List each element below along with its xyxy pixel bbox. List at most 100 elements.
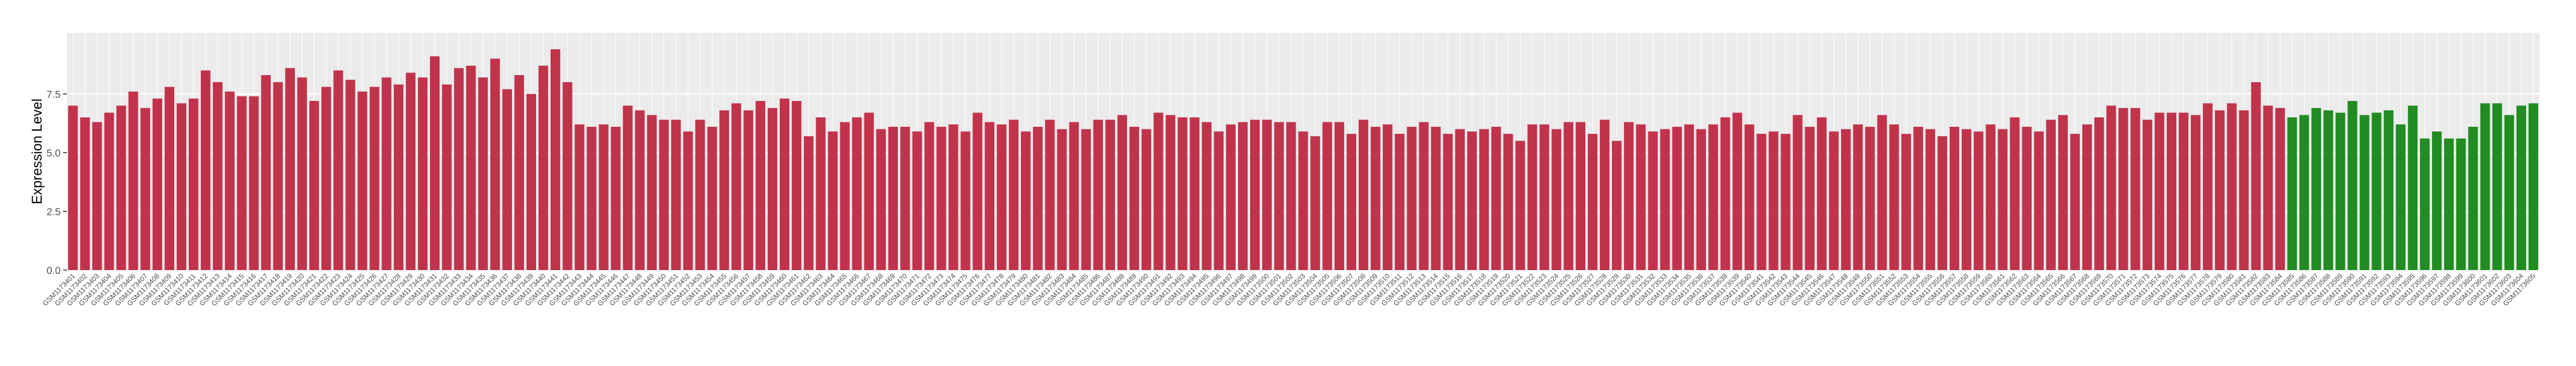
bar: [804, 136, 814, 270]
bar: [1925, 129, 1935, 270]
bar: [1624, 122, 1634, 270]
bar: [381, 77, 391, 271]
bar: [526, 93, 537, 270]
bar: [1949, 126, 1960, 270]
bar: [417, 77, 428, 271]
bar: [779, 98, 790, 271]
bar: [1768, 131, 1779, 270]
bar: [683, 131, 693, 270]
bar: [1370, 126, 1381, 270]
bar: [538, 66, 549, 271]
bar: [2094, 117, 2104, 270]
bar: [333, 70, 343, 270]
bar: [2166, 112, 2177, 270]
bar: [996, 124, 1007, 270]
bar: [948, 124, 958, 270]
bar: [188, 98, 199, 271]
bar: [852, 117, 862, 270]
bar: [116, 105, 126, 270]
bar: [2046, 119, 2056, 270]
bar: [2323, 110, 2334, 270]
bar: [2383, 110, 2394, 270]
bar: [1672, 126, 1682, 270]
bar: [1648, 131, 1658, 270]
bar: [1190, 117, 1200, 270]
bar: [1274, 122, 1284, 270]
bar: [1708, 124, 1719, 270]
bar: [490, 58, 500, 270]
bar: [1021, 131, 1031, 270]
bar: [2215, 110, 2225, 270]
bar: [1334, 122, 1344, 270]
bar: [1407, 126, 1417, 270]
bar: [792, 100, 802, 271]
bar: [478, 77, 488, 271]
bar: [2371, 112, 2382, 270]
bar: [2311, 108, 2322, 270]
bar: [1225, 124, 1236, 270]
bar: [1684, 124, 1694, 270]
bar: [309, 100, 319, 271]
bar: [92, 122, 102, 270]
bar: [442, 84, 452, 270]
bar: [1961, 129, 1972, 270]
bar: [2516, 105, 2526, 270]
bar: [454, 68, 464, 270]
bar: [2239, 110, 2249, 270]
bar: [1792, 115, 1803, 270]
bar: [1298, 131, 1308, 270]
bar: [1986, 124, 1996, 270]
bar: [1033, 126, 1043, 270]
bar: [2082, 124, 2092, 270]
bar: [1237, 122, 1248, 270]
bar: [80, 117, 90, 270]
bar: [237, 96, 247, 271]
bar: [2154, 112, 2164, 270]
bar: [225, 92, 235, 270]
bar: [140, 108, 150, 270]
bar: [924, 122, 934, 270]
bar: [1443, 134, 1453, 270]
y-tick-label: 7.5: [47, 90, 61, 100]
bar: [551, 49, 561, 271]
bar: [297, 77, 307, 271]
bar: [1358, 119, 1369, 270]
bar: [575, 124, 585, 270]
bar: [1491, 126, 1501, 270]
bar: [1551, 129, 1561, 270]
bar: [514, 75, 524, 271]
bar: [912, 131, 922, 270]
bar: [1503, 134, 1513, 270]
bar: [828, 131, 838, 270]
bar: [1008, 119, 1019, 270]
bar: [888, 126, 898, 270]
bar: [1877, 115, 1887, 270]
bar: [2142, 119, 2152, 270]
bar: [2070, 134, 2080, 270]
bar: [1286, 122, 1296, 270]
bar: [429, 56, 440, 270]
bar: [2456, 138, 2466, 270]
bar: [1154, 112, 1164, 270]
bar: [2299, 115, 2310, 270]
bar: [1262, 119, 1272, 270]
bar: [1828, 131, 1839, 270]
bar: [1744, 124, 1755, 270]
bar: [1889, 124, 1899, 270]
bar: [68, 105, 78, 270]
bar: [1937, 136, 1948, 270]
bar: [1117, 115, 1128, 270]
bar: [1178, 117, 1188, 270]
bar: [1636, 124, 1646, 270]
bar: [2287, 117, 2298, 270]
bar: [2058, 115, 2068, 270]
bar: [972, 112, 982, 270]
bar: [1756, 134, 1767, 270]
bar: [1696, 129, 1707, 270]
bar: [671, 119, 681, 270]
bar: [1660, 129, 1670, 270]
bar: [1599, 119, 1610, 270]
bar: [2190, 115, 2201, 270]
bar: [1515, 141, 1525, 270]
bar: [2347, 100, 2358, 271]
